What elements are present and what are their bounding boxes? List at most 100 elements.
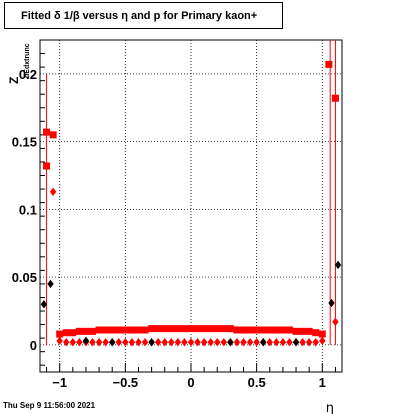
series-1-marker <box>273 337 280 347</box>
series-0-marker <box>292 327 300 335</box>
x-axis-title: η <box>326 401 334 414</box>
series-2-marker <box>109 337 116 347</box>
series-1-marker <box>305 337 313 347</box>
timestamp-label: Thu Sep 9 11:56:00 2021 <box>3 401 96 410</box>
y-axis-title: Z <box>7 77 21 84</box>
series-0-marker <box>305 327 313 335</box>
series-1-marker <box>168 337 175 347</box>
series-0-marker <box>95 326 103 334</box>
series-1-marker <box>266 337 273 347</box>
series-0-marker <box>89 327 97 335</box>
series-1-marker <box>56 336 63 346</box>
series-1-marker <box>76 337 83 347</box>
series-0-marker <box>102 326 110 334</box>
series-1-marker <box>194 337 201 347</box>
series-1-marker <box>141 337 149 347</box>
series-0-marker <box>194 325 202 333</box>
series-1-marker <box>286 337 293 347</box>
x-tick-label: 1 <box>319 375 326 390</box>
series-1-marker <box>207 337 214 347</box>
series-2-marker <box>40 300 48 309</box>
series-0-marker <box>167 325 175 333</box>
series-0-marker <box>331 94 339 102</box>
series-0-marker <box>148 325 156 333</box>
series-1-marker <box>102 337 109 347</box>
series-0-marker <box>56 330 64 338</box>
series-2-marker <box>148 337 155 347</box>
chart-title: Fitted δ 1/β versus η and p for Primary … <box>21 10 258 22</box>
series-1-marker <box>299 337 306 347</box>
series-2-marker <box>328 298 335 308</box>
y-tick-label: 0.15 <box>12 135 37 150</box>
series-1-marker <box>128 337 136 347</box>
series-1-marker <box>332 317 339 327</box>
y-axis-subtitle: dEdxtrunc <box>24 43 31 78</box>
series-0-marker <box>240 326 248 334</box>
series-0-marker <box>141 326 149 334</box>
series-0-marker <box>226 325 234 333</box>
series-0-marker <box>174 325 182 333</box>
series-0-marker <box>134 326 142 334</box>
series-0-marker <box>299 327 307 335</box>
series-0-marker <box>121 326 129 334</box>
series-1-marker <box>246 337 254 347</box>
series-1-marker <box>187 337 195 347</box>
series-1-marker <box>154 337 162 347</box>
series-0-marker <box>220 325 228 333</box>
series-0-marker <box>246 326 254 334</box>
series-1-marker <box>63 337 70 347</box>
series-0-marker <box>62 329 70 337</box>
y-tick-label: 0 <box>30 338 37 353</box>
series-0-marker <box>154 325 162 333</box>
series-1-marker <box>95 337 103 347</box>
series-0-marker <box>285 326 293 334</box>
series-0-marker <box>180 325 188 333</box>
series-0-marker <box>82 327 90 335</box>
series-0-marker <box>279 326 287 334</box>
series-1-marker <box>115 337 122 347</box>
series-0-marker <box>325 60 333 68</box>
series-0-marker <box>200 325 208 333</box>
y-tick-label: 0.2 <box>19 67 37 82</box>
series-2-marker <box>82 336 90 346</box>
series-1-marker <box>312 337 319 347</box>
series-1-marker <box>214 337 221 347</box>
series-1-marker <box>253 337 260 347</box>
series-1-marker <box>233 337 241 347</box>
x-tick-label: −1 <box>52 375 67 390</box>
series-1-marker <box>69 337 77 347</box>
series-0-marker <box>312 329 320 337</box>
series-0-marker <box>69 329 77 337</box>
series-0-marker <box>108 326 116 334</box>
y-tick-label: 0.05 <box>12 270 37 285</box>
series-2-marker <box>227 337 234 347</box>
series-0-marker <box>75 327 83 335</box>
series-0-marker <box>318 330 326 338</box>
series-0-marker <box>207 325 215 333</box>
series-0-marker <box>187 325 195 333</box>
series-1-marker <box>135 337 142 347</box>
series-1-marker <box>89 337 96 347</box>
series-1-marker <box>319 336 326 346</box>
series-0-marker <box>43 162 51 170</box>
series-0-marker <box>115 326 123 334</box>
series-0-marker <box>253 326 261 334</box>
series-2-marker <box>260 337 267 347</box>
series-0-marker <box>233 326 241 334</box>
series-0-marker <box>161 325 169 333</box>
y-tick-label: 0.1 <box>19 202 37 217</box>
series-1-marker <box>49 187 57 196</box>
series-0-marker <box>272 326 280 334</box>
series-1-marker <box>200 337 208 347</box>
series-0-marker <box>43 128 51 136</box>
series-0-marker <box>128 326 136 334</box>
series-0-marker <box>213 325 221 333</box>
series-1-marker <box>122 337 129 347</box>
x-tick-label: −0.5 <box>113 375 139 390</box>
series-0-marker <box>266 326 274 334</box>
series-1-marker <box>220 337 228 347</box>
series-1-marker <box>161 337 168 347</box>
series-2-marker <box>292 337 300 347</box>
series-1-marker <box>240 337 247 347</box>
series-1-marker <box>279 337 287 347</box>
